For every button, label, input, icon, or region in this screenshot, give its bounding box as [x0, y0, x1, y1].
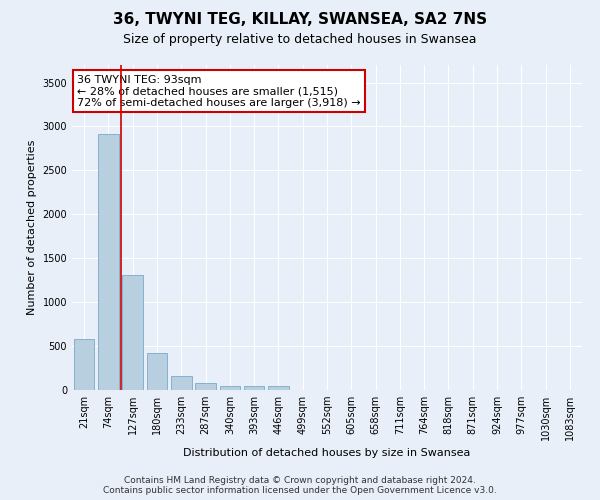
Bar: [268, 386, 289, 390]
Bar: [171, 376, 191, 390]
Bar: [122, 275, 143, 390]
Bar: [244, 386, 265, 390]
Text: Size of property relative to detached houses in Swansea: Size of property relative to detached ho…: [123, 32, 477, 46]
Bar: [220, 386, 240, 390]
Text: Contains HM Land Registry data © Crown copyright and database right 2024.
Contai: Contains HM Land Registry data © Crown c…: [103, 476, 497, 495]
X-axis label: Distribution of detached houses by size in Swansea: Distribution of detached houses by size …: [184, 448, 470, 458]
Y-axis label: Number of detached properties: Number of detached properties: [27, 140, 37, 315]
Bar: [98, 134, 119, 390]
Bar: [74, 340, 94, 390]
Bar: [146, 353, 167, 390]
Bar: [195, 382, 216, 390]
Text: 36 TWYNI TEG: 93sqm
← 28% of detached houses are smaller (1,515)
72% of semi-det: 36 TWYNI TEG: 93sqm ← 28% of detached ho…: [77, 74, 361, 108]
Text: 36, TWYNI TEG, KILLAY, SWANSEA, SA2 7NS: 36, TWYNI TEG, KILLAY, SWANSEA, SA2 7NS: [113, 12, 487, 28]
